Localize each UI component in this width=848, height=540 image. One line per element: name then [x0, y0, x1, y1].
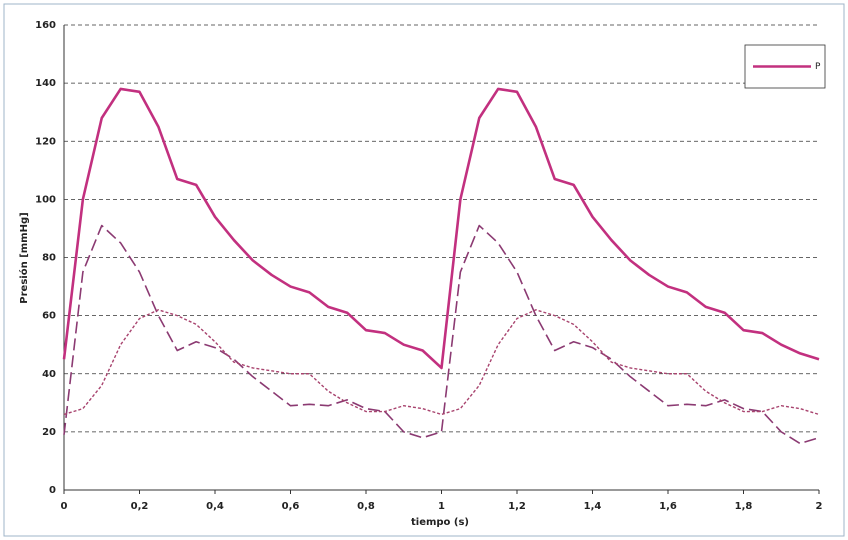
x-tick-label: 1,8: [735, 501, 753, 512]
x-tick-label: 1,4: [584, 501, 602, 512]
x-tick-label: 2: [816, 501, 823, 512]
x-tick-label: 0: [61, 501, 68, 512]
series-line: [63, 309, 820, 416]
x-tick-label: 0,2: [131, 501, 149, 512]
y-tick-label: 0: [49, 485, 56, 496]
y-tick-label: 100: [35, 194, 56, 205]
y-tick-label: 40: [42, 369, 56, 380]
x-tick-label: 1,6: [659, 501, 677, 512]
series-line: [62, 87, 820, 370]
x-tick-label: 0,6: [282, 501, 300, 512]
y-tick-label: 160: [35, 20, 56, 31]
x-tick-label: 1,2: [508, 501, 526, 512]
y-tick-label: 80: [42, 253, 56, 264]
x-tick-label: 0,4: [206, 501, 224, 512]
chart-frame: [3, 3, 845, 537]
y-tick-label: 20: [42, 427, 56, 438]
x-axis-label: tiempo (s): [411, 517, 469, 528]
legend-label: P: [815, 62, 821, 72]
y-tick-label: 140: [35, 78, 56, 89]
series-line: [63, 224, 820, 445]
y-axis-label: Presión [mmHg]: [18, 212, 30, 303]
x-tick-label: 0,8: [357, 501, 375, 512]
y-tick-label: 120: [35, 136, 56, 147]
x-tick-label: 1: [438, 501, 445, 512]
y-tick-label: 60: [42, 311, 56, 322]
